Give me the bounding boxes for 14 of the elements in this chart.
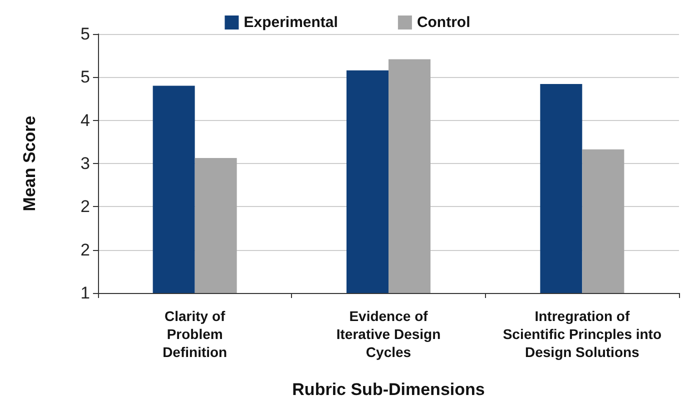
x-tick-label: Evidence of Iterative Design Cycles: [336, 308, 441, 360]
y-tick-label: 2: [80, 240, 90, 260]
y-tick-label: 5: [80, 68, 90, 87]
x-tick-label: Intregration of Scientific Princples into Design Solutions: [502, 308, 662, 360]
x-axis-title: Rubric Sub-Dimensions: [292, 380, 485, 399]
y-tick-label: 5: [80, 24, 90, 44]
legend-label: Experimental: [244, 14, 338, 31]
y-tick-label: 3: [80, 154, 90, 173]
x-tick-label: Clarity of Problem Definition: [162, 308, 228, 360]
legend-label: Control: [416, 14, 470, 31]
y-tick-label: 1: [80, 284, 90, 302]
y-tick-label: 2: [80, 197, 90, 216]
y-axis-title: Mean Score: [20, 116, 39, 212]
y-tick-label: 4: [80, 110, 90, 130]
